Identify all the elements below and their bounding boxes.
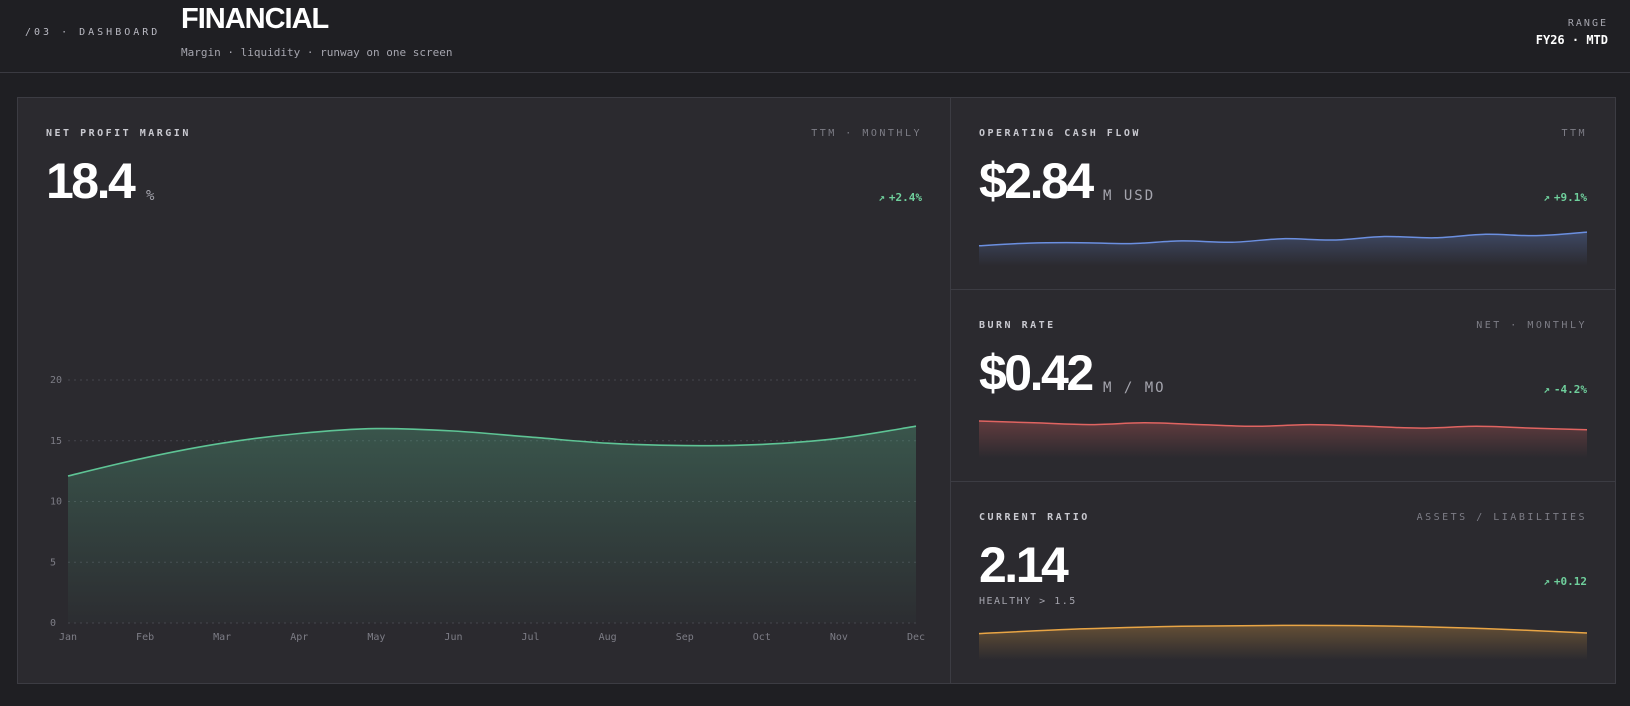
- range-label: RANGE: [1567, 18, 1608, 29]
- kpi-value: $0.42: [979, 345, 1094, 401]
- margin-series-line: [67, 425, 917, 477]
- x-tick-label: Jan: [59, 632, 77, 643]
- page-title: FINANCIAL: [181, 3, 329, 35]
- kpi-value: $2.84: [979, 153, 1094, 209]
- current-ratio-panel: CURRENT RATIO ASSETS / LIABILITIES 2.14 …: [951, 482, 1615, 683]
- kpi-value: 18.4: [46, 153, 136, 209]
- panel-label: CURRENT RATIO: [979, 512, 1090, 523]
- x-tick-label: Jun: [444, 632, 462, 643]
- delta-value: +0.12: [1553, 575, 1587, 588]
- margin-area-fill: [68, 426, 916, 623]
- x-tick-label: Mar: [213, 632, 231, 643]
- y-tick-label: 15: [50, 436, 62, 447]
- dashboard-board: NET PROFIT MARGIN TTM · MONTHLY 18.4 % ↗…: [17, 97, 1616, 684]
- kpi-delta: ↗ +0.12: [1543, 575, 1587, 588]
- panel-meta: ASSETS / LIABILITIES: [1416, 512, 1587, 523]
- y-tick-label: 5: [50, 557, 56, 568]
- arrow-up-right-icon: ↗: [1543, 575, 1550, 588]
- net-profit-margin-panel: NET PROFIT MARGIN TTM · MONTHLY 18.4 % ↗…: [18, 98, 951, 683]
- kpi-unit: M USD: [1103, 188, 1156, 204]
- panel-label: BURN RATE: [979, 320, 1056, 331]
- operating-cash-flow-panel: OPERATING CASH FLOW TTM $2.84 M USD ↗ +9.…: [951, 98, 1615, 290]
- kpi-delta: ↗ +2.4%: [878, 191, 922, 204]
- panel-meta: NET · MONTHLY: [1476, 320, 1587, 331]
- kpi-value: 2.14: [979, 537, 1069, 593]
- kpi-delta: ↗ -4.2%: [1543, 383, 1587, 396]
- y-tick-label: 10: [50, 497, 62, 508]
- sparkline-line: [978, 420, 1588, 431]
- page-header: /03 · DASHBOARD FINANCIAL Margin · liqui…: [0, 0, 1630, 73]
- y-tick-label: 0: [50, 618, 56, 629]
- x-tick-label: Jul: [522, 632, 540, 643]
- x-tick-label: Apr: [290, 632, 308, 643]
- section-eyebrow: /03 · DASHBOARD: [25, 27, 161, 38]
- sparkline-line: [978, 624, 1588, 635]
- panel-meta: TTM · MONTHLY: [811, 128, 922, 139]
- x-tick-label: Oct: [753, 632, 771, 643]
- x-tick-label: Nov: [830, 632, 848, 643]
- delta-value: -4.2%: [1553, 383, 1587, 396]
- delta-value: +9.1%: [1553, 191, 1587, 204]
- x-tick-label: Aug: [599, 632, 617, 643]
- delta-value: +2.4%: [888, 191, 922, 204]
- sparkline-fill: [979, 421, 1587, 458]
- range-selector[interactable]: FY26 · MTD: [1535, 33, 1608, 47]
- page-subtitle: Margin · liquidity · runway on one scree…: [181, 46, 453, 59]
- sparkline-line: [978, 231, 1588, 247]
- x-tick-label: Feb: [136, 632, 154, 643]
- x-tick-label: Sep: [676, 632, 694, 643]
- sparkline-fill: [979, 232, 1587, 266]
- current-ratio-sparkline: [978, 624, 1588, 660]
- y-tick-label: 20: [50, 375, 62, 386]
- x-tick-label: Dec: [907, 632, 925, 643]
- panel-meta: TTM: [1561, 128, 1587, 139]
- cash-flow-sparkline: [978, 231, 1588, 266]
- kpi-unit: M / MO: [1103, 380, 1166, 396]
- burn-rate-panel: BURN RATE NET · MONTHLY $0.42 M / MO ↗ -4…: [951, 290, 1615, 482]
- arrow-up-right-icon: ↗: [878, 191, 885, 204]
- sparkline-fill: [979, 625, 1587, 660]
- arrow-up-right-icon: ↗: [1543, 383, 1550, 396]
- panel-label: NET PROFIT MARGIN: [46, 128, 191, 139]
- health-note: HEALTHY > 1.5: [979, 596, 1077, 607]
- margin-area-chart: 0 5 10 15 20 Jan Feb Mar Apr May Jun Jul Aug Sep Oct No…: [50, 375, 925, 643]
- kpi-delta: ↗ +9.1%: [1543, 191, 1587, 204]
- x-tick-label: May: [367, 632, 385, 643]
- arrow-up-right-icon: ↗: [1543, 191, 1550, 204]
- panel-label: OPERATING CASH FLOW: [979, 128, 1141, 139]
- kpi-unit: %: [146, 188, 157, 204]
- burn-rate-sparkline: [978, 420, 1588, 458]
